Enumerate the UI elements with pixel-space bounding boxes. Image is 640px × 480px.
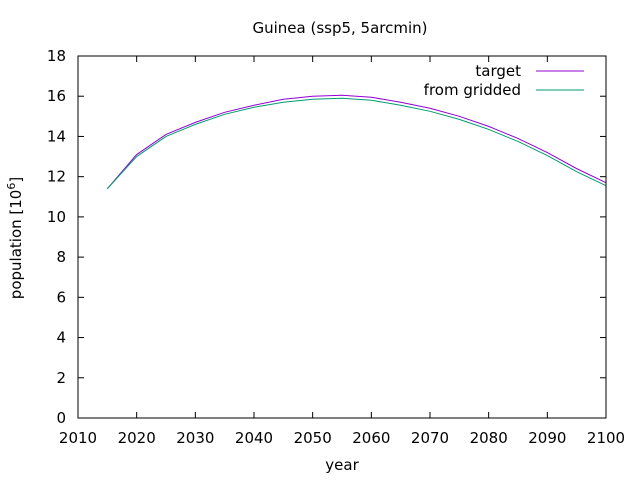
legend-label-from-gridded: from gridded [424, 81, 521, 99]
x-tick-label: 2010 [59, 429, 97, 447]
x-axis-label: year [325, 456, 359, 474]
x-tick-label: 2040 [235, 429, 273, 447]
chart-title: Guinea (ssp5, 5arcmin) [252, 19, 427, 37]
y-axis-label-exponent: 6 [5, 183, 18, 190]
y-tick-label: 2 [56, 369, 66, 387]
x-axis-ticks: 2010 2020 2030 2040 2050 2060 2070 2080 2090 2100 [59, 56, 625, 447]
x-tick-label: 2070 [411, 429, 449, 447]
y-axis-label: population [106] [5, 177, 25, 299]
x-tick-label: 2080 [470, 429, 508, 447]
x-tick-label: 2050 [294, 429, 332, 447]
x-tick-label: 2100 [587, 429, 625, 447]
y-tick-label: 18 [47, 47, 66, 65]
legend: target from gridded [424, 62, 584, 99]
x-tick-label: 2020 [118, 429, 156, 447]
y-tick-label: 4 [56, 329, 66, 347]
y-tick-label: 14 [47, 127, 66, 145]
x-tick-label: 2060 [352, 429, 390, 447]
y-tick-label: 8 [56, 248, 66, 266]
legend-label-target: target [475, 62, 521, 80]
x-tick-label: 2090 [528, 429, 566, 447]
y-axis-label-main: population [10 [7, 190, 25, 300]
plot-frame [77, 55, 607, 419]
series-line-target [106, 94, 607, 190]
series-line-from-gridded [106, 97, 607, 190]
series-lines [106, 94, 607, 190]
y-tick-label: 12 [47, 168, 66, 186]
y-axis-ticks: 0 2 4 6 8 10 12 14 16 18 [47, 47, 606, 427]
y-tick-label: 16 [47, 87, 66, 105]
y-tick-label: 10 [47, 208, 66, 226]
y-tick-label: 6 [56, 288, 66, 306]
x-tick-label: 2030 [176, 429, 214, 447]
y-axis-label-close: ] [7, 177, 25, 183]
y-tick-label: 0 [56, 409, 66, 427]
